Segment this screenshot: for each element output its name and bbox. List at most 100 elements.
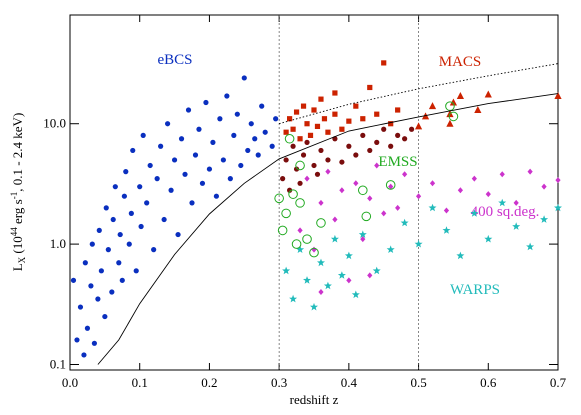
data-point — [448, 111, 459, 122]
data-point — [409, 126, 415, 132]
data-point — [234, 111, 240, 117]
data-point — [231, 132, 237, 138]
x-tick-label: 0.0 — [62, 375, 78, 390]
y-tick-label: 1.0 — [50, 236, 66, 251]
data-point — [117, 231, 123, 238]
data-point — [89, 241, 95, 247]
data-point — [318, 147, 324, 154]
data-point — [206, 166, 213, 172]
data-point — [374, 111, 380, 117]
data-point — [121, 193, 127, 199]
data-point — [456, 251, 465, 260]
data-point — [95, 296, 101, 302]
x-tick-label: 0.5 — [410, 375, 426, 390]
data-point — [325, 129, 331, 135]
data-point — [470, 209, 479, 217]
data-point — [282, 266, 291, 275]
data-point — [105, 247, 111, 253]
data-point — [140, 132, 146, 138]
data-point — [314, 171, 321, 177]
data-point — [344, 251, 353, 260]
x-tick-label: 0.2 — [201, 375, 217, 390]
y-tick-label: 0.1 — [50, 356, 66, 371]
data-point — [337, 271, 346, 279]
data-point — [358, 230, 367, 238]
x-tick-label: 0.7 — [550, 375, 567, 390]
plot-frame — [69, 14, 559, 371]
data-point — [304, 175, 310, 182]
data-point — [318, 289, 324, 296]
data-point — [300, 103, 307, 109]
data-point — [274, 193, 284, 204]
data-point — [414, 239, 423, 248]
data-point — [297, 136, 303, 142]
data-point — [332, 90, 338, 96]
data-point — [386, 245, 395, 253]
data-point — [241, 75, 247, 81]
data-point — [171, 157, 178, 163]
data-point — [318, 199, 324, 206]
data-point — [414, 122, 423, 130]
data-point — [84, 325, 91, 331]
series-label: 400 sq.deg. — [471, 204, 540, 220]
data-point — [283, 129, 289, 135]
data-point — [213, 193, 219, 199]
data-point — [293, 109, 300, 115]
data-point — [126, 241, 132, 247]
data-point — [353, 180, 359, 187]
data-point — [288, 189, 298, 199]
data-point — [456, 91, 464, 99]
data-point — [287, 187, 293, 193]
data-point — [325, 157, 331, 163]
data-point — [147, 162, 153, 169]
data-point — [484, 234, 493, 243]
series-label: EMSS — [378, 154, 417, 170]
data-point — [259, 103, 265, 109]
data-point — [119, 277, 125, 283]
data-point — [485, 191, 491, 198]
data-point — [238, 162, 244, 169]
data-point — [541, 183, 547, 190]
data-point — [295, 160, 305, 171]
data-point — [395, 132, 401, 138]
data-point — [381, 60, 387, 66]
data-point — [474, 106, 482, 114]
data-point — [277, 225, 288, 236]
data-point — [98, 268, 104, 274]
series-label: eBCS — [157, 52, 192, 68]
data-point — [296, 245, 305, 253]
data-point — [395, 204, 401, 211]
data-point — [367, 195, 373, 202]
data-point — [103, 205, 109, 211]
data-point — [81, 352, 87, 358]
data-point — [325, 168, 331, 175]
data-point — [227, 176, 233, 182]
data-point — [210, 139, 216, 145]
data-point — [189, 200, 195, 206]
data-point — [484, 90, 492, 98]
data-point — [220, 157, 226, 163]
data-point — [311, 246, 317, 253]
data-point — [137, 184, 143, 190]
data-point — [499, 171, 505, 178]
data-point — [385, 180, 396, 190]
data-point — [196, 126, 202, 132]
data-point — [88, 283, 94, 289]
data-point — [289, 294, 298, 303]
data-point — [415, 193, 422, 200]
data-point — [314, 123, 321, 130]
data-point — [300, 152, 307, 158]
data-point — [346, 143, 352, 149]
data-point — [428, 102, 437, 110]
data-point — [339, 159, 345, 165]
data-point — [123, 169, 129, 175]
data-point — [388, 143, 394, 149]
x-tick-label: 0.1 — [132, 375, 148, 390]
data-point — [217, 116, 223, 122]
data-point — [185, 107, 192, 113]
data-point — [367, 272, 373, 279]
data-point — [287, 116, 293, 122]
data-point — [381, 126, 387, 132]
curve — [97, 93, 559, 365]
y-label-part: X — [17, 256, 27, 263]
